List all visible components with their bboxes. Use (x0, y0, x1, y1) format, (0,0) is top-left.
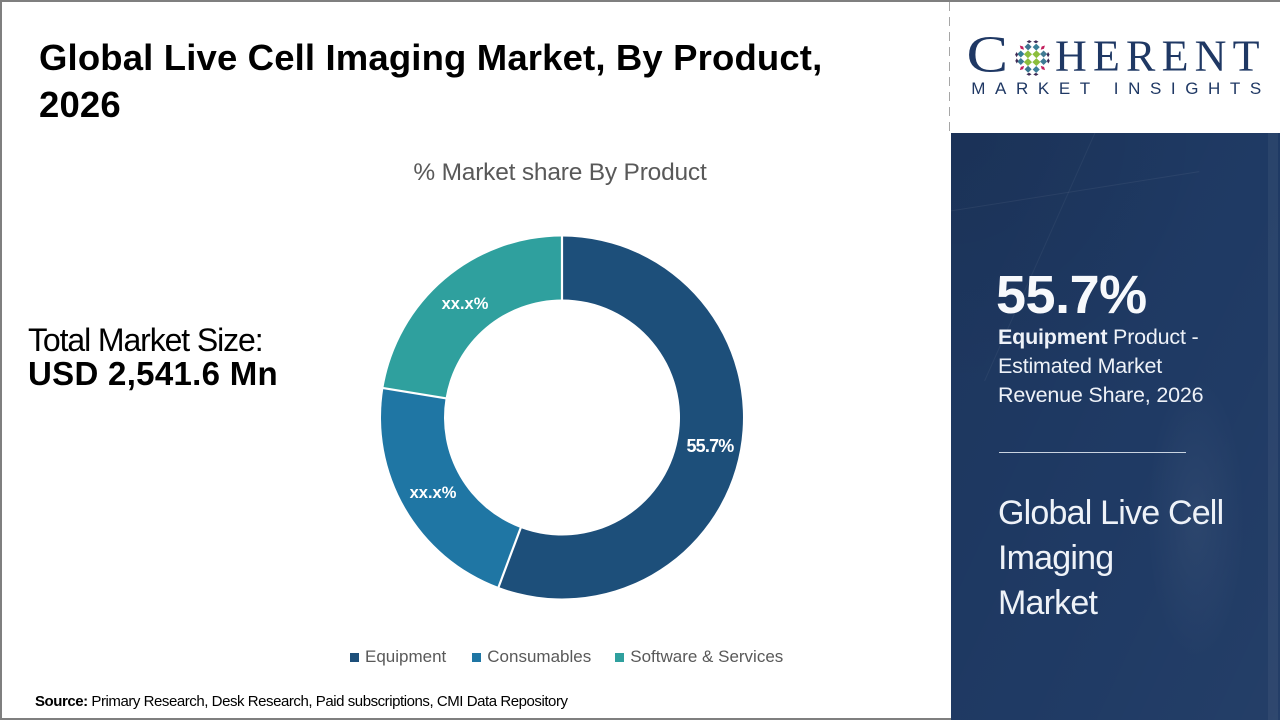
svg-text:HERENT: HERENT (1055, 32, 1266, 81)
svg-text:MARKET INSIGHTS: MARKET INSIGHTS (971, 79, 1271, 98)
svg-text:C: C (967, 26, 1009, 83)
